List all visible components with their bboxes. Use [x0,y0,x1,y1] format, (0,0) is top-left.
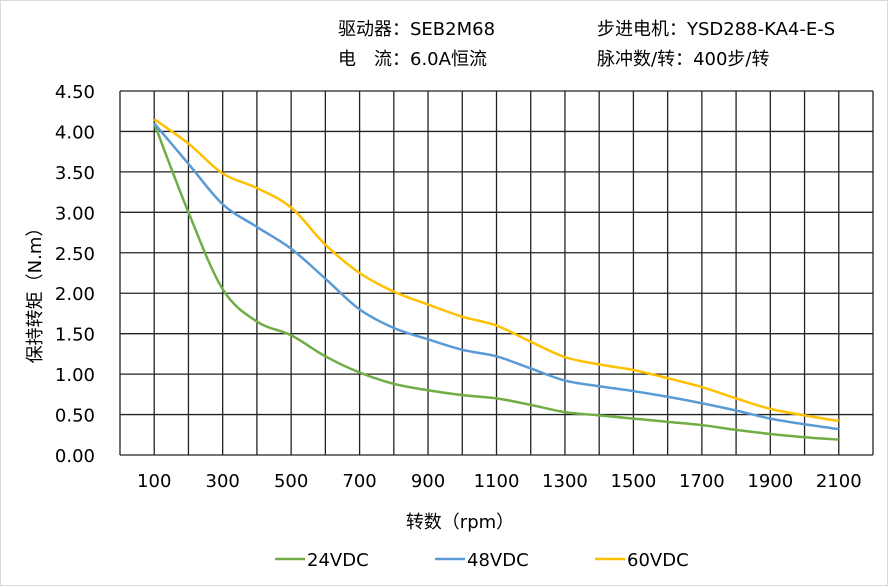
y-tick-label: 1.00 [55,365,95,386]
x-tick-label: 900 [411,471,445,492]
x-tick-label: 1700 [679,471,725,492]
legend-label-60vdc: 60VDC [627,550,689,571]
y-tick-label: 3.00 [55,203,95,224]
current-label: 电 流：6.0A恒流 [338,49,487,70]
x-tick-label: 1300 [542,471,588,492]
y-tick-label: 2.50 [55,244,95,265]
x-tick-label: 2100 [816,471,862,492]
series-line-60vdc [153,118,839,423]
y-axis-label: 保持转矩（N.m） [25,219,46,364]
x-axis-label: 转数（rpm） [406,512,514,533]
legend-label-24vdc: 24VDC [307,550,369,571]
pulses-label: 脉冲数/转：400步/转 [597,49,770,70]
x-tick-label: 300 [206,471,240,492]
driver-label: 驱动器：SEB2M68 [338,19,496,40]
legend-label-48vdc: 48VDC [467,550,529,571]
x-tick-label: 1100 [474,471,520,492]
y-tick-label: 4.00 [55,122,95,143]
x-tick-label: 1900 [747,471,793,492]
series-line-24vdc [153,122,839,441]
y-tick-label: 0.50 [55,406,95,427]
y-tick-label: 3.50 [55,163,95,184]
x-tick-label: 1500 [611,471,657,492]
x-tick-label: 500 [274,471,308,492]
x-tick-label: 700 [342,471,376,492]
y-tick-label: 0.00 [55,446,95,467]
x-tick-label: 100 [137,471,171,492]
series-line-48vdc [153,122,839,431]
y-tick-label: 4.50 [55,82,95,103]
y-tick-label: 2.00 [55,284,95,305]
y-tick-label: 1.50 [55,325,95,346]
motor-label: 步进电机：YSD288-KA4-E-S [597,19,836,40]
